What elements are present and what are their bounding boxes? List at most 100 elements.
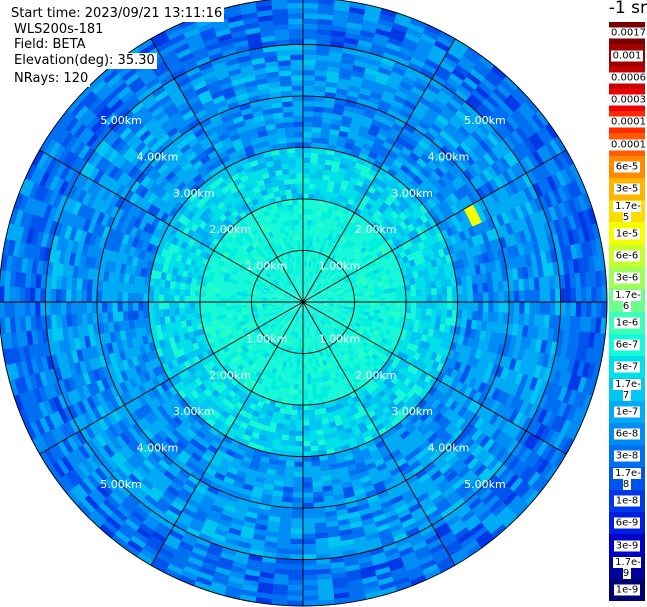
range-gate bbox=[533, 364, 543, 380]
range-gate bbox=[388, 32, 406, 43]
range-gate bbox=[320, 184, 329, 192]
range-gate bbox=[467, 192, 478, 205]
range-gate bbox=[471, 146, 484, 160]
range-gate bbox=[398, 212, 408, 222]
range-gate bbox=[425, 350, 434, 360]
range-gate bbox=[462, 51, 480, 65]
range-gate bbox=[521, 325, 529, 339]
range-gate bbox=[298, 368, 303, 375]
range-gate bbox=[317, 252, 322, 259]
range-gate bbox=[315, 288, 321, 293]
range-gate bbox=[455, 175, 467, 188]
range-gate bbox=[386, 273, 394, 280]
range-gate bbox=[457, 302, 464, 311]
range-gate bbox=[560, 168, 573, 186]
range-gate bbox=[302, 461, 312, 468]
range-gate bbox=[514, 372, 524, 386]
range-gate bbox=[491, 271, 499, 283]
range-gate bbox=[361, 77, 376, 87]
range-gate bbox=[455, 318, 463, 328]
range-gate bbox=[319, 194, 326, 202]
range-gate bbox=[342, 287, 349, 292]
range-gate bbox=[467, 302, 474, 312]
range-gate bbox=[571, 228, 581, 245]
range-gate bbox=[411, 109, 425, 121]
range-gate bbox=[317, 241, 323, 249]
range-gate bbox=[303, 162, 311, 169]
range-gate bbox=[423, 201, 433, 212]
range-gate bbox=[303, 2, 320, 9]
range-gate bbox=[447, 294, 453, 303]
range-gate bbox=[427, 160, 439, 172]
range-gate bbox=[581, 361, 591, 379]
range-gate bbox=[495, 226, 505, 239]
range-gate bbox=[465, 117, 479, 132]
range-gate bbox=[449, 42, 467, 57]
range-gate bbox=[416, 42, 433, 55]
range-gate bbox=[498, 355, 508, 369]
range-gate bbox=[436, 231, 445, 242]
range-gate bbox=[313, 303, 319, 306]
range-gate bbox=[353, 183, 363, 192]
range-gate bbox=[320, 312, 326, 317]
range-gate bbox=[448, 72, 465, 86]
range-gate bbox=[393, 185, 404, 196]
range-gate bbox=[401, 268, 408, 276]
range-gate bbox=[381, 274, 389, 281]
range-gate bbox=[355, 102, 368, 112]
range-gate bbox=[293, 466, 303, 473]
range-gate bbox=[358, 34, 375, 44]
range-gate bbox=[380, 302, 386, 307]
range-gate bbox=[352, 287, 359, 292]
range-gate bbox=[485, 193, 497, 207]
range-gate bbox=[481, 395, 492, 409]
range-gate bbox=[343, 292, 350, 296]
range-gate bbox=[403, 70, 419, 82]
range-gate bbox=[445, 366, 454, 378]
range-gate bbox=[534, 289, 541, 303]
range-gate bbox=[373, 313, 380, 319]
range-gate bbox=[564, 421, 577, 439]
range-gate bbox=[443, 81, 459, 95]
range-gate bbox=[533, 225, 543, 241]
range-gate bbox=[456, 352, 466, 364]
range-gate bbox=[362, 194, 371, 203]
range-gate bbox=[288, 430, 297, 437]
range-gate bbox=[435, 191, 446, 203]
range-gate bbox=[422, 356, 431, 366]
range-gate bbox=[311, 219, 317, 226]
range-gate bbox=[369, 302, 376, 307]
range-gate bbox=[477, 198, 488, 212]
range-gate bbox=[401, 199, 411, 210]
range-gate bbox=[323, 169, 332, 177]
range-gate bbox=[448, 359, 458, 370]
range-gate bbox=[313, 90, 326, 98]
range-gate bbox=[319, 253, 325, 260]
range-gate bbox=[372, 141, 384, 151]
range-gate bbox=[334, 0, 352, 7]
range-gate bbox=[337, 309, 344, 313]
range-gate bbox=[567, 374, 578, 391]
range-gate bbox=[562, 215, 573, 233]
range-gate bbox=[419, 204, 429, 215]
range-gate bbox=[314, 225, 320, 232]
range-gate bbox=[303, 28, 319, 35]
range-gate bbox=[538, 276, 546, 291]
range-gate bbox=[519, 373, 529, 388]
range-gate bbox=[503, 407, 515, 422]
range-gate bbox=[424, 87, 439, 100]
range-gate bbox=[513, 313, 520, 326]
range-gate bbox=[290, 518, 303, 524]
range-gate bbox=[312, 304, 319, 307]
range-gate bbox=[303, 136, 313, 143]
range-gate bbox=[323, 305, 329, 308]
range-gate bbox=[306, 276, 309, 282]
range-gate bbox=[358, 327, 365, 333]
range-gate bbox=[524, 290, 531, 303]
range-gate bbox=[469, 347, 478, 359]
range-gate bbox=[351, 259, 358, 266]
range-gate bbox=[314, 280, 319, 286]
range-gate bbox=[508, 233, 518, 247]
range-gate bbox=[464, 266, 472, 277]
range-gate bbox=[313, 199, 320, 206]
